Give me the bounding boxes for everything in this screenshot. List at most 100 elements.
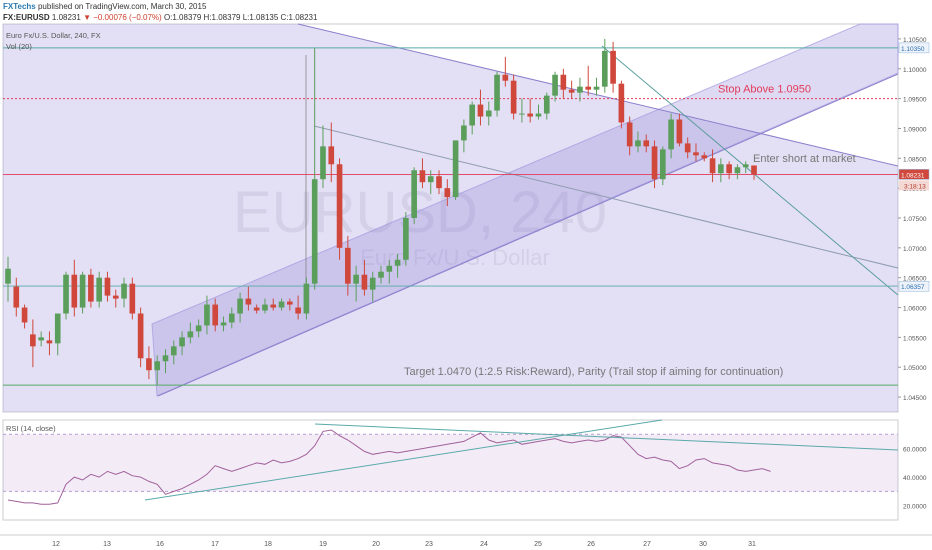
candle-body	[568, 89, 575, 93]
candle-body	[38, 337, 44, 341]
volume-label[interactable]: Vol (20)	[6, 42, 32, 51]
candle-body	[129, 283, 136, 314]
countdown-flag	[899, 180, 929, 191]
candle-body	[237, 298, 243, 314]
candle-body	[552, 74, 558, 96]
candle-body	[427, 176, 434, 183]
candle-body	[5, 268, 11, 284]
candle-body	[742, 164, 749, 168]
price-tick-label: 1.09500	[903, 97, 927, 104]
time-tick-label: 24	[480, 541, 488, 548]
candle-body	[444, 188, 451, 198]
candle-body	[295, 307, 301, 314]
published-text: published on TradingView.com, March 30, …	[37, 2, 207, 11]
candle-body	[187, 331, 194, 338]
candle-body	[535, 113, 542, 117]
price-tick-label: 1.10000	[903, 67, 927, 74]
price-tick-label: 1.04500	[903, 395, 927, 402]
candle-body	[601, 50, 608, 87]
watermark-symbol: EURUSD, 240	[233, 180, 607, 245]
candle-body	[369, 277, 376, 290]
candle-body	[303, 283, 310, 314]
candle-body	[494, 74, 500, 111]
candle-body	[220, 322, 227, 326]
candle-body	[403, 218, 409, 260]
candle-body	[345, 247, 351, 284]
time-tick-label: 25	[534, 541, 542, 548]
candle-body	[751, 165, 757, 175]
price-tick-label: 1.06500	[903, 276, 927, 283]
candle-body	[726, 164, 732, 174]
candle-body	[693, 152, 699, 156]
candle-body	[734, 167, 741, 174]
price-flag	[898, 280, 930, 292]
candle-body	[88, 274, 94, 302]
price-pane	[2, 23, 899, 413]
candle-body	[228, 313, 235, 323]
rsi-rising-trendline	[144, 419, 663, 501]
candle-body	[179, 337, 185, 347]
candle-body	[485, 110, 492, 117]
time-tick-label: 16	[156, 541, 164, 548]
candle-body	[71, 274, 78, 308]
candle-body	[146, 358, 152, 371]
candle-body	[320, 146, 326, 180]
trend-line-lower	[313, 125, 899, 269]
bearish-zone-fill	[3, 24, 898, 412]
rsi-tick-label: 20.0000	[903, 504, 927, 511]
price-tick-label: 1.08500	[903, 156, 927, 163]
candle-body	[13, 286, 20, 308]
candle-body	[262, 304, 268, 311]
candle-body	[311, 179, 318, 284]
candle-body	[593, 86, 600, 90]
series-label[interactable]: Euro Fx/U.S. Dollar, 240, FX	[6, 31, 101, 40]
candle-body	[378, 271, 384, 278]
rsi-band	[3, 434, 898, 492]
price-tick-label: 1.09000	[903, 126, 927, 133]
candle-body	[543, 95, 550, 114]
rsi-label[interactable]: RSI (14, close)	[6, 424, 56, 433]
candle-body	[96, 277, 102, 302]
symbol-label[interactable]: FX:EURUSD	[3, 13, 50, 22]
time-tick-label: 23	[425, 541, 433, 548]
candle-body	[718, 164, 724, 174]
last-price: 1.08231	[51, 13, 81, 22]
close-value: C:1.08231	[280, 13, 318, 22]
candle-body	[618, 83, 625, 123]
candle-body	[626, 122, 633, 147]
time-tick-label: 13	[103, 541, 111, 548]
candle-body	[361, 274, 368, 290]
candle-body	[452, 140, 459, 198]
candle-body	[204, 304, 210, 326]
candle-body	[394, 259, 401, 266]
candle-body	[46, 340, 53, 344]
time-tick-label: 27	[643, 541, 651, 548]
candle-body	[195, 325, 202, 332]
time-tick-label: 17	[211, 541, 219, 548]
candle-body	[270, 304, 277, 308]
candle-body	[137, 313, 144, 359]
price-tick-label: 1.05000	[903, 365, 927, 372]
candle-body	[651, 146, 658, 180]
candle-body	[610, 50, 616, 84]
candle-body	[154, 361, 161, 371]
candle-body	[104, 277, 111, 296]
candle-body	[709, 158, 716, 174]
price-tick-label: 1.07500	[903, 216, 927, 223]
stop-annotation: Stop Above 1.0950	[718, 84, 811, 96]
ohlc-line: FX:EURUSD 1.08231 ▼ −0.00076 (−0.07%) O:…	[3, 13, 317, 22]
rsi-pane	[2, 419, 899, 521]
candle-body	[112, 295, 119, 299]
candle-body	[477, 104, 484, 117]
open-value: O:1.08379	[163, 13, 202, 22]
candle-body	[253, 307, 260, 311]
time-tick-label: 19	[319, 541, 327, 548]
candle-body	[79, 274, 86, 308]
price-tick-label: 1.07000	[903, 246, 927, 253]
candle-body	[170, 346, 177, 356]
time-tick-label: 12	[52, 541, 60, 548]
candle-body	[121, 283, 127, 299]
publisher-link[interactable]: FXTechs	[3, 2, 36, 11]
